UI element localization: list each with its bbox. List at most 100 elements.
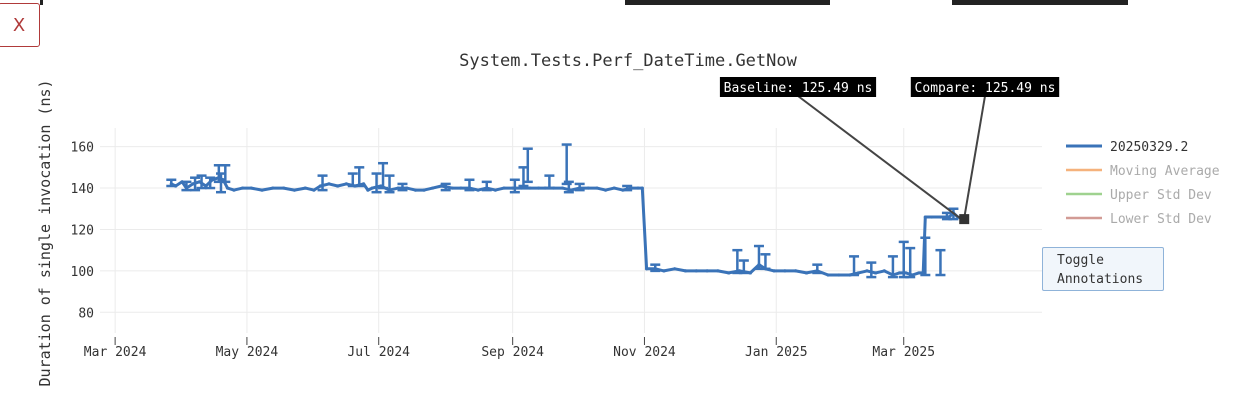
data-point: [344, 182, 348, 186]
data-point: [837, 273, 841, 277]
data-point: [560, 186, 564, 190]
data-point: [595, 186, 599, 190]
data-point: [519, 186, 523, 190]
data-point: [379, 184, 383, 188]
data-point: [815, 269, 819, 273]
data-point: [180, 180, 184, 184]
annotation-box: [719, 77, 877, 97]
y-tick-label: 140: [71, 182, 94, 197]
data-point: [184, 186, 189, 190]
data-point: [636, 186, 640, 190]
y-tick-label: 160: [71, 141, 94, 156]
data-point: [528, 186, 532, 190]
data-point: [422, 188, 426, 192]
y-axis-label: Duration of single invocation (ns): [36, 79, 54, 386]
data-point: [921, 271, 925, 275]
data-point: [938, 215, 943, 219]
data-point: [552, 186, 556, 190]
data-point: [578, 186, 582, 190]
data-point: [485, 186, 489, 190]
data-point: [204, 184, 208, 188]
data-point: [865, 269, 869, 273]
data-point: [917, 271, 921, 275]
x-tick-label: Sep 2024: [481, 345, 544, 360]
data-point: [169, 182, 173, 186]
data-point: [543, 186, 547, 190]
data-point: [727, 271, 731, 275]
data-point: [221, 178, 225, 182]
data-point: [763, 267, 768, 271]
compare-marker: [959, 214, 970, 225]
data-point: [210, 178, 214, 182]
data-point: [249, 186, 253, 190]
data-point: [366, 188, 370, 192]
data-point: [794, 269, 798, 273]
data-point: [413, 188, 418, 192]
data-point: [370, 186, 374, 190]
data-point: [586, 186, 590, 190]
legend: 20250329.2 Moving Average Upper Std Dev Low…: [1066, 140, 1220, 227]
data-point: [282, 186, 286, 190]
data-point: [737, 269, 742, 273]
toggle-annotations-button[interactable]: Toggle Annotations: [1042, 247, 1164, 291]
data-point: [874, 271, 878, 275]
y-tick-label: 120: [71, 223, 94, 238]
data-point: [910, 273, 914, 277]
data-point: [361, 182, 366, 186]
data-point: [459, 186, 463, 190]
y-tick-label: 100: [71, 265, 94, 280]
data-point: [612, 186, 616, 190]
data-point: [536, 186, 541, 190]
data-point: [511, 186, 515, 190]
data-point: [930, 215, 934, 219]
data-point: [502, 186, 506, 190]
data-point: [748, 271, 752, 275]
data-point: [629, 186, 634, 190]
data-point: [439, 184, 443, 188]
close-button[interactable]: X: [0, 3, 40, 47]
legend-label: Upper Std Dev: [1110, 188, 1212, 203]
data-point: [493, 188, 497, 192]
data-point: [260, 188, 264, 192]
data-point: [271, 186, 275, 190]
x-tick-label: Jul 2024: [347, 345, 410, 360]
data-point: [405, 186, 409, 190]
data-point: [673, 267, 677, 271]
data-point: [467, 186, 472, 190]
data-point: [191, 182, 195, 186]
data-point: [312, 188, 316, 192]
data-point: [353, 184, 357, 188]
data-point: [303, 186, 307, 190]
data-point: [232, 188, 236, 192]
annotation-text: Baseline: 125.49 ns: [724, 81, 873, 96]
data-point: [387, 188, 392, 192]
top-strip-left: [40, 0, 43, 5]
y-tick-label: 80: [78, 306, 94, 321]
data-point: [603, 188, 608, 192]
data-point: [621, 188, 625, 192]
annotation-box: [910, 77, 1060, 97]
data-point: [569, 188, 573, 192]
data-point: [891, 273, 895, 277]
data-point: [240, 186, 245, 190]
data-point: [645, 267, 649, 271]
top-strip-mid: [625, 0, 830, 5]
annotation-arrow: [797, 95, 961, 219]
data-point: [923, 215, 927, 219]
data-point: [848, 273, 852, 277]
legend-label: 20250329.2: [1110, 140, 1188, 155]
data-point: [662, 269, 666, 273]
data-point: [897, 271, 902, 275]
data-point: [683, 269, 688, 273]
data-point: [826, 273, 830, 277]
data-point: [197, 180, 201, 184]
data-point: [757, 263, 761, 267]
x-tick-label: Jan 2025: [745, 345, 808, 360]
data-point: [217, 176, 221, 180]
data-point: [327, 182, 331, 186]
data-point: [783, 269, 787, 273]
data-point: [318, 184, 322, 188]
legend-label: Moving Average: [1110, 164, 1220, 179]
data-point: [653, 267, 657, 271]
